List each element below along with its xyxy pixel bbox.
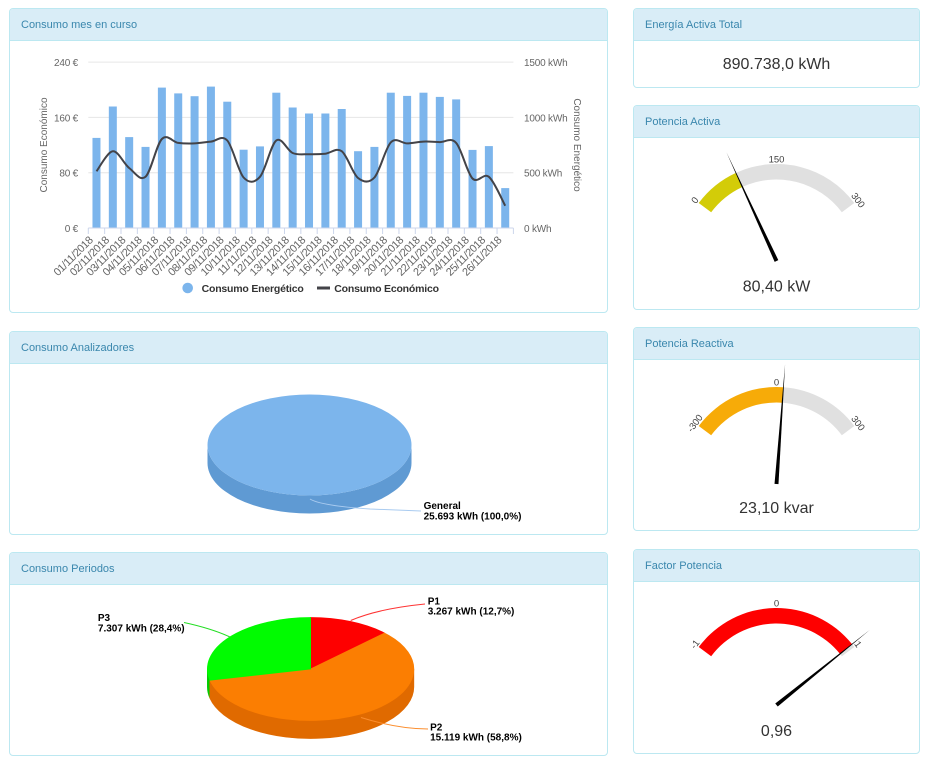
svg-text:0: 0 xyxy=(774,378,779,389)
svg-text:1: 1 xyxy=(852,639,864,650)
svg-text:160 €: 160 € xyxy=(54,113,79,124)
svg-text:1000 kWh: 1000 kWh xyxy=(524,113,567,124)
svg-text:-1: -1 xyxy=(689,638,703,651)
svg-text:15.119 kWh (58,8%): 15.119 kWh (58,8%) xyxy=(430,733,522,744)
svg-text:300: 300 xyxy=(848,191,866,210)
svg-text:P1: P1 xyxy=(428,597,441,608)
svg-text:P3: P3 xyxy=(98,613,111,624)
svg-text:80 €: 80 € xyxy=(59,169,78,180)
svg-text:240 €: 240 € xyxy=(54,58,79,69)
svg-text:0,96: 0,96 xyxy=(761,723,792,740)
svg-text:Consumo Económico: Consumo Económico xyxy=(334,283,439,295)
svg-text:Consumo Energético: Consumo Energético xyxy=(571,98,582,192)
svg-text:Consumo Económico: Consumo Económico xyxy=(39,97,50,192)
svg-text:23,10 kvar: 23,10 kvar xyxy=(739,500,814,517)
svg-text:500 kWh: 500 kWh xyxy=(524,169,562,180)
svg-text:1500 kWh: 1500 kWh xyxy=(524,58,567,69)
svg-text:25.693 kWh (100,0%): 25.693 kWh (100,0%) xyxy=(424,512,522,523)
svg-text:Consumo Energético: Consumo Energético xyxy=(202,283,304,295)
svg-text:150: 150 xyxy=(769,155,785,166)
svg-text:0 €: 0 € xyxy=(65,224,79,235)
svg-text:7.307 kWh (28,4%): 7.307 kWh (28,4%) xyxy=(98,624,185,635)
svg-text:0 kWh: 0 kWh xyxy=(524,224,551,235)
svg-text:80,40 kW: 80,40 kW xyxy=(743,279,811,296)
svg-text:P2: P2 xyxy=(430,723,443,734)
svg-text:0: 0 xyxy=(690,195,702,206)
svg-text:General: General xyxy=(424,501,461,512)
svg-text:300: 300 xyxy=(848,414,866,433)
svg-text:0: 0 xyxy=(774,599,779,610)
svg-text:3.267 kWh (12,7%): 3.267 kWh (12,7%) xyxy=(428,607,515,618)
